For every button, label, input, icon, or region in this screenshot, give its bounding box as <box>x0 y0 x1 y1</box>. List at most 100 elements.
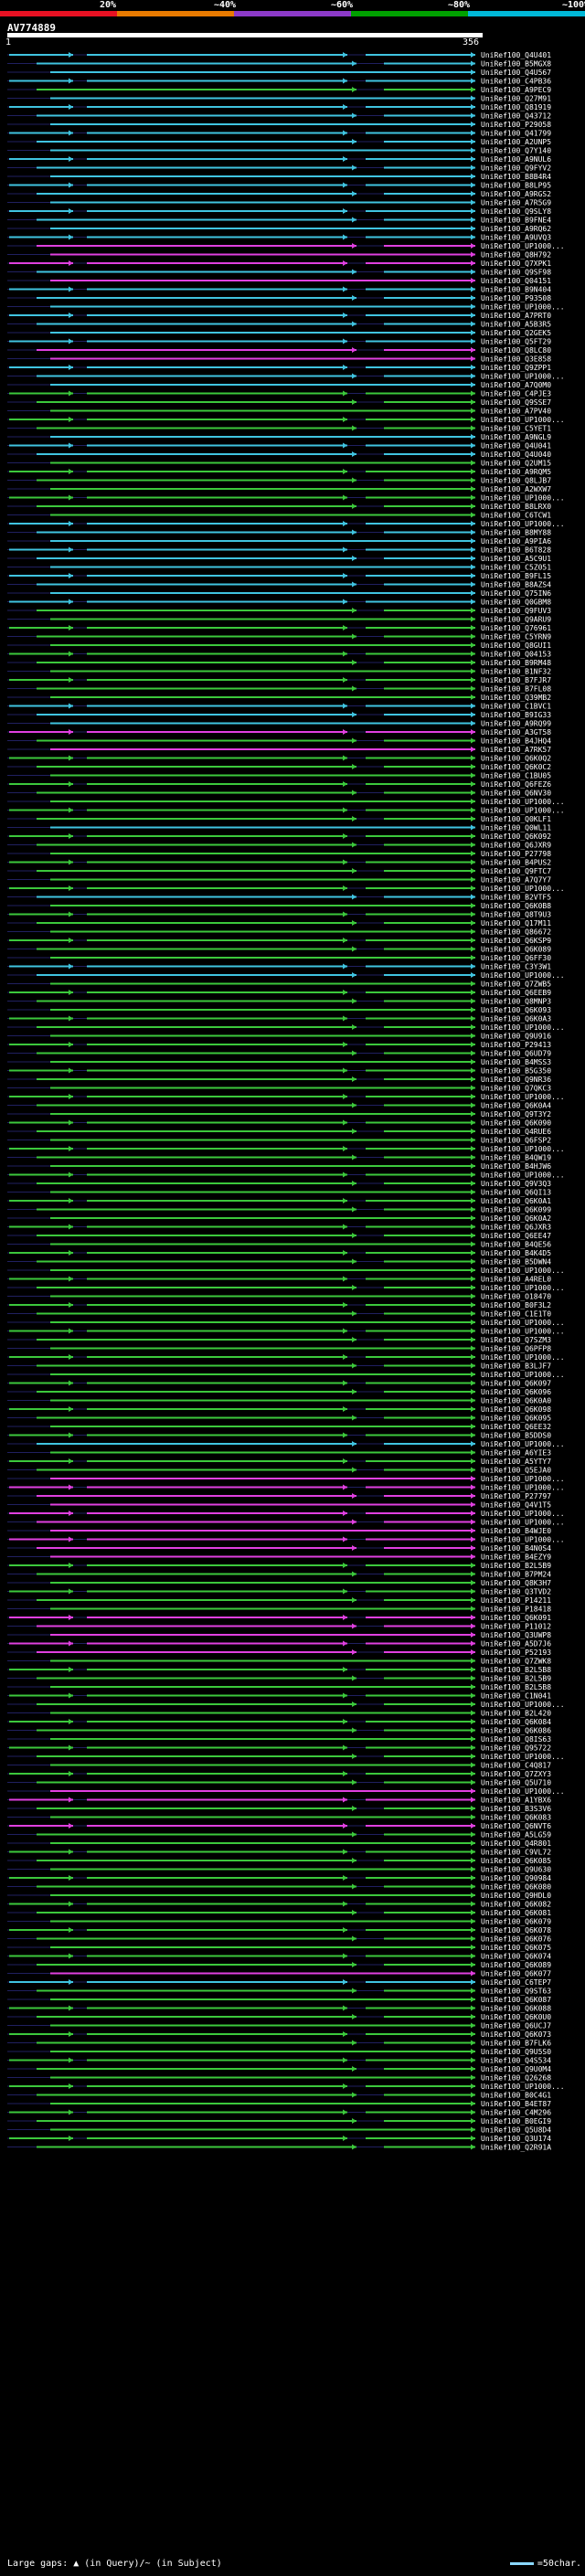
hit-label[interactable]: UniRef100_Q2R91A <box>481 2144 551 2152</box>
hit-label[interactable]: UniRef100_UP1000... <box>481 807 565 815</box>
hit-label[interactable]: UniRef100_Q6EEB9 <box>481 989 551 997</box>
hit-label[interactable]: UniRef100_Q5EJA0 <box>481 1467 551 1475</box>
hit-label[interactable]: UniRef100_B5G350 <box>481 1067 551 1076</box>
hit-label[interactable]: UniRef100_B9N404 <box>481 286 551 294</box>
hit-label[interactable]: UniRef100_B0F3L2 <box>481 1301 551 1309</box>
hit-label[interactable]: UniRef100_Q4R801 <box>481 1839 551 1848</box>
hit-label[interactable]: UniRef100_UP1000... <box>481 1519 565 1527</box>
hit-label[interactable]: UniRef100_A3GT58 <box>481 728 551 737</box>
hit-label[interactable]: UniRef100_Q6K074 <box>481 1953 551 1961</box>
hit-label[interactable]: UniRef100_Q8K3H7 <box>481 1579 551 1587</box>
hit-label[interactable]: UniRef100_Q95722 <box>481 1744 551 1753</box>
hit-label[interactable]: UniRef100_B9RM48 <box>481 659 551 667</box>
hit-label[interactable]: UniRef100_C1E1T0 <box>481 1310 551 1319</box>
hit-label[interactable]: UniRef100_A7PV40 <box>481 408 551 416</box>
hit-label[interactable]: UniRef100_Q6KSP9 <box>481 937 551 945</box>
hit-label[interactable]: UniRef100_Q4U040 <box>481 451 551 459</box>
hit-label[interactable]: UniRef100_Q7QKC3 <box>481 1085 551 1093</box>
hit-label[interactable]: UniRef100_B5DWN4 <box>481 1258 551 1267</box>
hit-label[interactable]: UniRef100_C5YRN9 <box>481 633 551 641</box>
hit-label[interactable]: UniRef100_UP1000... <box>481 1023 565 1032</box>
hit-label[interactable]: UniRef100_Q6K084 <box>481 1718 551 1726</box>
hit-label[interactable]: UniRef100_Q4V1T5 <box>481 1501 551 1510</box>
hit-label[interactable]: UniRef100_P14211 <box>481 1596 551 1605</box>
hit-label[interactable]: UniRef100_Q6QI13 <box>481 1189 551 1197</box>
hit-label[interactable]: UniRef100_C6TEP7 <box>481 1978 551 1987</box>
hit-label[interactable]: UniRef100_B0C4G1 <box>481 2092 551 2100</box>
hit-label[interactable]: UniRef100_UP1000... <box>481 971 565 980</box>
hit-label[interactable]: UniRef100_C9VL72 <box>481 1849 551 1857</box>
hit-label[interactable]: UniRef100_Q5FT29 <box>481 338 551 346</box>
hit-label[interactable]: UniRef100_Q8H792 <box>481 251 551 260</box>
hit-label[interactable]: UniRef100_Q8IS63 <box>481 1735 551 1744</box>
hit-label[interactable]: UniRef100_Q6K089 <box>481 946 551 954</box>
hit-label[interactable]: UniRef100_UP1000... <box>481 1701 565 1709</box>
hit-label[interactable]: UniRef100_C4Q817 <box>481 1762 551 1770</box>
hit-label[interactable]: UniRef100_UP1000... <box>481 1510 565 1518</box>
hit-label[interactable]: UniRef100_B7FJR7 <box>481 676 551 684</box>
hit-label[interactable]: UniRef100_Q76961 <box>481 624 551 632</box>
hit-label[interactable]: UniRef100_Q0GBM8 <box>481 599 551 607</box>
hit-label[interactable]: UniRef100_Q6K082 <box>481 1901 551 1909</box>
hit-label[interactable]: UniRef100_B4N0S4 <box>481 1544 551 1553</box>
hit-label[interactable]: UniRef100_Q26268 <box>481 2074 551 2083</box>
hit-label[interactable]: UniRef100_Q9U5S0 <box>481 2048 551 2056</box>
hit-label[interactable]: UniRef100_A9RGS2 <box>481 190 551 198</box>
hit-label[interactable]: UniRef100_Q81919 <box>481 103 551 111</box>
hit-label[interactable]: UniRef100_Q6K073 <box>481 2030 551 2039</box>
hit-label[interactable]: UniRef100_P11012 <box>481 1623 551 1631</box>
hit-label[interactable]: UniRef100_A9PEC9 <box>481 86 551 94</box>
hit-label[interactable]: UniRef100_Q3E858 <box>481 355 551 364</box>
hit-label[interactable]: UniRef100_C1N041 <box>481 1692 551 1701</box>
hit-label[interactable]: UniRef100_B1NF32 <box>481 668 551 676</box>
hit-label[interactable]: UniRef100_UP1000... <box>481 1328 565 1336</box>
hit-label[interactable]: UniRef100_Q8LC80 <box>481 346 551 355</box>
hit-label[interactable]: UniRef100_Q7SZM3 <box>481 1336 551 1344</box>
hit-label[interactable]: UniRef100_B4JHQ4 <box>481 737 551 746</box>
hit-label[interactable]: UniRef100_A9NUL6 <box>481 155 551 164</box>
hit-label[interactable]: UniRef100_Q6K096 <box>481 1388 551 1396</box>
hit-label[interactable]: UniRef100_Q6K078 <box>481 1926 551 1935</box>
hit-label[interactable]: UniRef100_B4ET87 <box>481 2100 551 2108</box>
hit-label[interactable]: UniRef100_UP1000... <box>481 1440 565 1448</box>
hit-label[interactable]: UniRef100_Q4U041 <box>481 442 551 451</box>
hit-label[interactable]: UniRef100_B4QW19 <box>481 1154 551 1162</box>
hit-label[interactable]: UniRef100_B4EZY9 <box>481 1553 551 1562</box>
hit-label[interactable]: UniRef100_UP1000... <box>481 1284 565 1292</box>
hit-label[interactable]: UniRef100_Q17M11 <box>481 919 551 928</box>
hit-label[interactable]: UniRef100_B4PUS2 <box>481 859 551 867</box>
hit-label[interactable]: UniRef100_Q6K088 <box>481 2005 551 2013</box>
hit-label[interactable]: UniRef100_Q6FF30 <box>481 954 551 962</box>
hit-label[interactable]: UniRef100_B8B4R4 <box>481 173 551 181</box>
hit-label[interactable]: UniRef100_B7FL08 <box>481 685 551 694</box>
hit-label[interactable]: UniRef100_B2L5B8 <box>481 1683 551 1691</box>
hit-label[interactable]: UniRef100_Q6K091 <box>481 1614 551 1622</box>
hit-label[interactable]: UniRef100_P29413 <box>481 1041 551 1049</box>
hit-label[interactable]: UniRef100_UP1000... <box>481 1171 565 1180</box>
hit-label[interactable]: UniRef100_Q6K0A2 <box>481 1214 551 1223</box>
hit-label[interactable]: UniRef100_A9PIA6 <box>481 537 551 546</box>
hit-label[interactable]: UniRef100_B8AZS4 <box>481 581 551 589</box>
hit-label[interactable]: UniRef100_C1BVC1 <box>481 703 551 711</box>
hit-label[interactable]: UniRef100_O18470 <box>481 1293 551 1301</box>
hit-label[interactable]: UniRef100_C4M296 <box>481 2109 551 2117</box>
hit-label[interactable]: UniRef100_Q6K076 <box>481 1935 551 1944</box>
hit-label[interactable]: UniRef100_Q6K079 <box>481 1918 551 1926</box>
hit-label[interactable]: UniRef100_A1YBX6 <box>481 1797 551 1805</box>
hit-label[interactable]: UniRef100_UP1000... <box>481 303 565 312</box>
hit-label[interactable]: UniRef100_A7Q7Y7 <box>481 876 551 885</box>
hit-label[interactable]: UniRef100_Q6K0C2 <box>481 763 551 771</box>
hit-label[interactable]: UniRef100_Q9U0M4 <box>481 2065 551 2073</box>
hit-label[interactable]: UniRef100_A7RK57 <box>481 746 551 754</box>
hit-label[interactable]: UniRef100_P27798 <box>481 850 551 858</box>
hit-label[interactable]: UniRef100_A5C9U1 <box>481 555 551 563</box>
hit-label[interactable]: UniRef100_Q6K086 <box>481 1727 551 1735</box>
hit-label[interactable]: UniRef100_Q90984 <box>481 1874 551 1882</box>
hit-label[interactable]: UniRef100_Q6UD79 <box>481 1050 551 1058</box>
hit-label[interactable]: UniRef100_C5Z051 <box>481 564 551 572</box>
hit-label[interactable]: UniRef100_P18418 <box>481 1606 551 1614</box>
hit-label[interactable]: UniRef100_Q6NV30 <box>481 790 551 798</box>
hit-label[interactable]: UniRef100_P27797 <box>481 1492 551 1500</box>
hit-label[interactable]: UniRef100_B4HJW6 <box>481 1162 551 1171</box>
hit-label[interactable]: UniRef100_B4K4D5 <box>481 1249 551 1257</box>
